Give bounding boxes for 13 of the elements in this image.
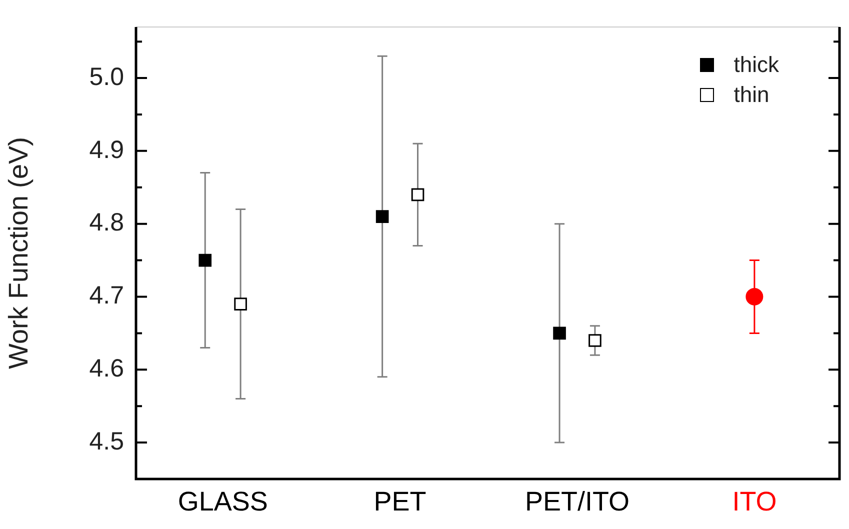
y-tick-label: 4.6	[89, 354, 124, 383]
x-tick-label: ITO	[732, 486, 777, 517]
y-tick-label: 4.8	[89, 208, 124, 237]
legend-label: thick	[734, 52, 779, 78]
x-tick-label: GLASS	[178, 486, 268, 517]
y-axis-title: Work Function (eV)	[4, 136, 34, 370]
legend-label: thin	[734, 82, 770, 108]
x-tick-label: PET/ITO	[524, 486, 630, 517]
x-tick-label: PET	[374, 486, 426, 517]
y-tick-label: 5.0	[89, 62, 124, 91]
y-tick-label: 4.7	[89, 282, 124, 310]
y-tick-label: 4.9	[89, 136, 124, 164]
y-tick-label: 4.5	[89, 427, 124, 456]
